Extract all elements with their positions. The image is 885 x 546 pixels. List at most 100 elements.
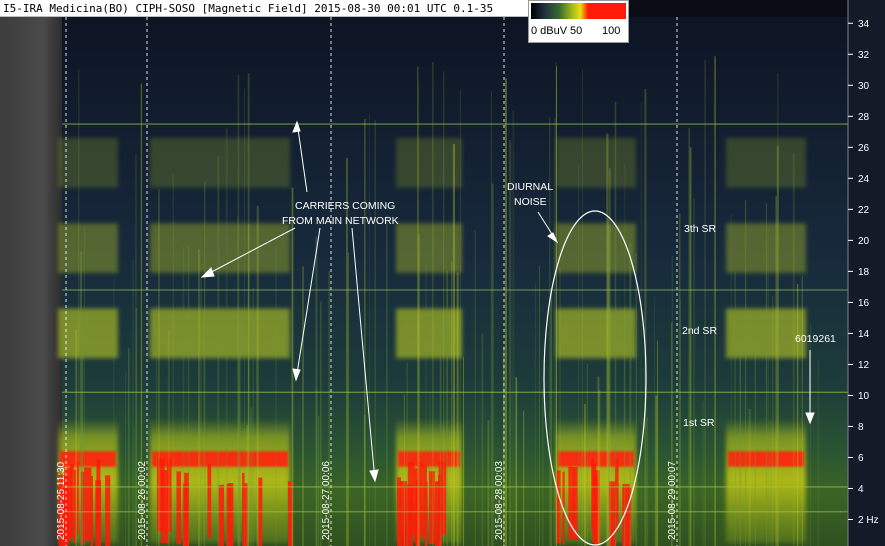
arrowhead-carrier-far-down xyxy=(369,469,379,483)
day-marker-label: 2015-08-29 00:07 xyxy=(667,461,678,540)
resonance-band xyxy=(556,308,636,359)
resonance-band xyxy=(58,308,118,359)
red-burst xyxy=(80,471,86,545)
y-axis-panel xyxy=(848,0,885,546)
colorbar-label-0: 0 dBuV xyxy=(531,25,568,37)
sr-hot-band xyxy=(60,451,116,467)
arrow-carrier-far-down xyxy=(351,227,376,482)
red-burst xyxy=(622,483,630,546)
resonance-band xyxy=(58,138,118,188)
label-sr3: 3th SR xyxy=(684,223,717,235)
carrier-lines xyxy=(62,123,848,513)
red-burst xyxy=(593,463,597,537)
label-id: 6019261 xyxy=(795,333,836,345)
red-burst xyxy=(407,461,415,535)
day-marker-labels: 2015-08-25 11:30 2015-08-26 00:02 2015-08-… xyxy=(56,461,678,540)
resonance-band xyxy=(58,223,118,273)
y-tick-label: 32 xyxy=(858,50,870,61)
noise-band xyxy=(726,418,806,543)
y-tick-label: 12 xyxy=(858,360,870,371)
resonance-band xyxy=(150,138,290,188)
label-diurnal-line1: DIURNAL xyxy=(507,181,553,193)
day-marker-label: 2015-08-28 00:03 xyxy=(494,461,505,540)
red-burst xyxy=(556,470,561,544)
day-marker-label: 2015-08-25 11:30 xyxy=(56,461,67,540)
resonance-band xyxy=(396,223,462,273)
arrow-carrier-left xyxy=(201,227,296,278)
color-scale-legend: 0 dBuV 50 100 xyxy=(528,0,629,43)
red-burst xyxy=(105,475,111,546)
red-burst xyxy=(58,474,65,546)
red-burst xyxy=(438,461,447,535)
y-tick-label: 8 xyxy=(858,422,864,433)
y-tick-label: 34 xyxy=(858,19,870,30)
red-burst xyxy=(428,471,435,545)
red-burst xyxy=(207,464,212,538)
label-diurnal-line2: NOISE xyxy=(514,196,547,208)
arrowhead-diurnal xyxy=(547,232,559,244)
resonance-band xyxy=(150,223,290,273)
red-burst xyxy=(90,475,93,546)
red-burst xyxy=(434,481,440,546)
y-tick-label: 6 xyxy=(858,453,864,464)
annotation-layer xyxy=(200,120,815,546)
red-burst xyxy=(95,480,102,546)
day-marker-label: 2015-08-27 00:06 xyxy=(321,461,332,540)
red-burst xyxy=(83,467,92,541)
chart-title: I5-IRA Medicina(BO) CIPH-SOSO [Magnetic … xyxy=(0,0,528,17)
red-burst xyxy=(242,473,245,546)
diurnal-noise-ellipse xyxy=(543,210,647,546)
resonance-band xyxy=(396,308,462,359)
red-burst xyxy=(226,483,231,546)
label-carriers-line1: CARRIERS COMING xyxy=(295,200,395,212)
annotation-text: CARRIERS COMING FROM MAIN NETWORK DIURNA… xyxy=(282,181,836,429)
y-tick-label: 16 xyxy=(858,298,870,309)
left-margin xyxy=(0,0,62,546)
red-burst xyxy=(614,458,619,532)
red-burst xyxy=(69,463,74,537)
y-tick-label: 2 Hz xyxy=(858,515,879,526)
arrow-carrier-up xyxy=(296,121,308,193)
resonance-band xyxy=(150,308,290,359)
resonance-band xyxy=(556,223,636,273)
day-divider-lines xyxy=(65,17,678,546)
red-burst xyxy=(182,483,189,546)
arrowhead-id xyxy=(805,412,815,425)
red-burst xyxy=(608,481,617,546)
resonance-band xyxy=(726,138,806,188)
red-burst xyxy=(399,481,408,546)
y-tick-label: 18 xyxy=(858,267,870,278)
day-marker-label: 2015-08-26 00:02 xyxy=(137,461,148,540)
red-burst xyxy=(76,461,80,535)
color-scale-gradient xyxy=(531,3,626,19)
label-sr2: 2nd SR xyxy=(682,325,717,337)
y-tick-label: 4 xyxy=(858,484,864,495)
y-tick-label: 28 xyxy=(858,112,870,123)
y-tick-label: 30 xyxy=(858,81,870,92)
label-carriers-line2: FROM MAIN NETWORK xyxy=(282,215,399,227)
red-burst xyxy=(166,458,172,532)
resonance-band xyxy=(556,138,636,188)
red-burst xyxy=(218,484,225,546)
sr-hot-band xyxy=(728,451,804,467)
y-tick-label: 10 xyxy=(858,391,870,402)
y-tick-label: 22 xyxy=(858,205,870,216)
colorbar-label-50: 50 xyxy=(570,25,583,37)
arrowhead-carrier-down xyxy=(292,368,301,382)
y-tick-label: 14 xyxy=(858,329,870,340)
red-burst xyxy=(424,481,428,546)
arrowhead-carrier-left xyxy=(200,267,215,278)
resonance-band xyxy=(726,223,806,273)
y-tick-label: 26 xyxy=(858,143,870,154)
sr-hot-band xyxy=(152,451,288,467)
colorbar-label-100: 100 xyxy=(602,25,621,37)
arrowhead-carrier-up xyxy=(292,120,301,133)
y-tick-label: 24 xyxy=(858,174,870,185)
resonance-band xyxy=(396,138,462,188)
red-burst xyxy=(244,483,248,546)
arrow-carrier-down xyxy=(295,227,321,381)
resonance-band xyxy=(726,308,806,359)
red-burst xyxy=(415,480,421,546)
